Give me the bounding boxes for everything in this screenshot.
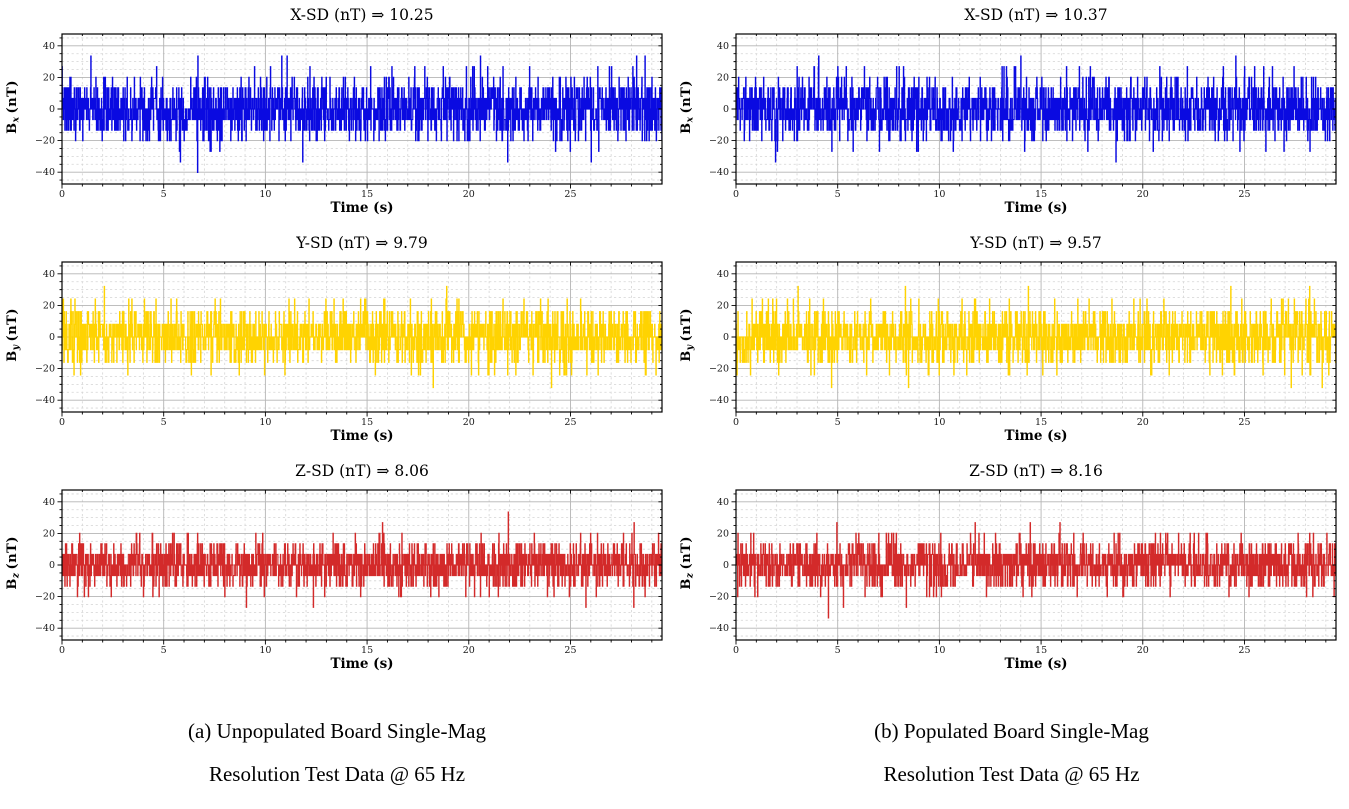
subfigure-a: X-SD (nT) ⇒ 10.25 Bx (nT) Time (s) Y-SD … — [0, 4, 674, 809]
plot-canvas — [26, 28, 666, 200]
caption-a: (a) Unpopulated Board Single-Mag Resolut… — [0, 710, 674, 796]
caption-a-line2: Resolution Test Data @ 65 Hz — [208, 762, 466, 786]
plot-title: Z-SD (nT) ⇒ 8.16 — [969, 462, 1103, 480]
y-axis-label: Bz (nT) — [4, 536, 22, 590]
plot-title: X-SD (nT) ⇒ 10.25 — [290, 6, 434, 24]
caption-b-line1: (b) Populated Board Single-Mag — [874, 719, 1149, 743]
caption-b: (b) Populated Board Single-Mag Resolutio… — [674, 710, 1349, 796]
caption-a-line1: (a) Unpopulated Board Single-Mag — [187, 719, 486, 743]
plot-canvas — [700, 256, 1340, 428]
subplot-b-by: Y-SD (nT) ⇒ 9.57 By (nT) Time (s) — [674, 232, 1349, 448]
y-axis-label: By (nT) — [4, 308, 22, 362]
subplot-b-bz: Z-SD (nT) ⇒ 8.16 Bz (nT) Time (s) — [674, 460, 1349, 676]
y-axis-label: Bz (nT) — [678, 536, 696, 590]
x-axis-label: Time (s) — [330, 428, 394, 444]
plot-title: Y-SD (nT) ⇒ 9.79 — [296, 234, 428, 252]
subplot-a-by: Y-SD (nT) ⇒ 9.79 By (nT) Time (s) — [0, 232, 674, 448]
plot-canvas — [26, 256, 666, 428]
subplot-a-bx: X-SD (nT) ⇒ 10.25 Bx (nT) Time (s) — [0, 4, 674, 220]
subplot-a-bz: Z-SD (nT) ⇒ 8.06 Bz (nT) Time (s) — [0, 460, 674, 676]
x-axis-label: Time (s) — [330, 656, 394, 672]
x-axis-label: Time (s) — [330, 200, 394, 216]
plot-title: Y-SD (nT) ⇒ 9.57 — [970, 234, 1102, 252]
subplot-b-bx: X-SD (nT) ⇒ 10.37 Bx (nT) Time (s) — [674, 4, 1349, 220]
y-axis-label: By (nT) — [678, 308, 696, 362]
subfigure-b: X-SD (nT) ⇒ 10.37 Bx (nT) Time (s) Y-SD … — [674, 4, 1349, 809]
plot-canvas — [700, 28, 1340, 200]
x-axis-label: Time (s) — [1004, 656, 1068, 672]
plot-title: X-SD (nT) ⇒ 10.37 — [964, 6, 1108, 24]
plot-canvas — [700, 484, 1340, 656]
plot-title: Z-SD (nT) ⇒ 8.06 — [295, 462, 429, 480]
caption-b-line2: Resolution Test Data @ 65 Hz — [883, 762, 1140, 786]
y-axis-label: Bx (nT) — [4, 80, 22, 134]
x-axis-label: Time (s) — [1004, 428, 1068, 444]
plot-canvas — [26, 484, 666, 656]
x-axis-label: Time (s) — [1004, 200, 1068, 216]
y-axis-label: Bx (nT) — [678, 80, 696, 134]
